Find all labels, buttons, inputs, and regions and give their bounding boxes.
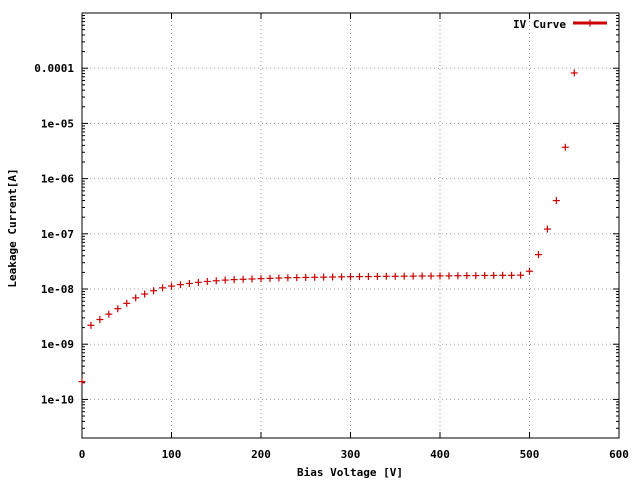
data-point xyxy=(508,271,516,279)
x-tick-label: 300 xyxy=(341,448,361,461)
data-point xyxy=(391,272,399,280)
grid-lines xyxy=(82,13,619,438)
data-point xyxy=(212,277,220,285)
data-point xyxy=(194,278,202,286)
data-point xyxy=(561,143,569,151)
data-point xyxy=(96,316,104,324)
data-point xyxy=(427,272,435,280)
data-point xyxy=(150,287,158,295)
y-axis-title: Leakage Current[A] xyxy=(6,168,19,287)
data-point xyxy=(373,272,381,280)
data-point xyxy=(329,273,337,281)
data-point xyxy=(570,69,578,77)
y-tick-label: 1e-06 xyxy=(41,173,74,186)
legend: IV Curve xyxy=(513,18,607,31)
legend-label-iv-curve: IV Curve xyxy=(513,18,566,31)
series-iv-curve xyxy=(78,69,578,386)
data-point xyxy=(266,274,274,282)
data-point xyxy=(176,281,184,289)
data-point xyxy=(230,276,238,284)
x-tick-label: 400 xyxy=(430,448,450,461)
x-tick-label: 500 xyxy=(520,448,540,461)
x-tick-label: 0 xyxy=(79,448,86,461)
data-point xyxy=(517,271,525,279)
data-point xyxy=(499,271,507,279)
data-point xyxy=(454,272,462,280)
data-point xyxy=(78,378,86,386)
data-point xyxy=(400,272,408,280)
data-point xyxy=(338,273,346,281)
data-point xyxy=(364,273,372,281)
data-point xyxy=(463,272,471,280)
x-tick-label: 600 xyxy=(609,448,629,461)
data-point xyxy=(275,274,283,282)
x-axis-title: Bias Voltage [V] xyxy=(297,466,403,479)
data-point xyxy=(87,321,95,329)
y-tick-labels: 1e-10 1e-09 1e-08 1e-07 1e-06 1e-05 0.0001 xyxy=(34,62,74,406)
data-point xyxy=(248,275,256,283)
x-tick-labels: 0 100 200 300 400 500 600 xyxy=(79,448,629,461)
x-tick-label: 100 xyxy=(162,448,182,461)
data-point xyxy=(534,251,542,259)
data-point xyxy=(203,277,211,285)
data-point xyxy=(481,271,489,279)
data-point xyxy=(472,272,480,280)
data-point xyxy=(114,305,122,313)
data-point xyxy=(311,273,319,281)
data-point xyxy=(168,282,175,290)
y-tick-label: 1e-07 xyxy=(41,228,74,241)
data-point xyxy=(221,276,229,284)
data-point xyxy=(123,299,131,307)
data-point xyxy=(490,271,498,279)
y-tick-label: 1e-05 xyxy=(41,117,74,130)
data-point xyxy=(302,273,310,281)
data-point xyxy=(293,274,301,282)
data-point xyxy=(552,197,560,205)
y-tick-label: 0.0001 xyxy=(34,62,74,75)
y-tick-label: 1e-09 xyxy=(41,338,74,351)
data-point xyxy=(132,294,140,302)
axis-ticks xyxy=(81,13,620,438)
data-point xyxy=(320,273,328,281)
data-point xyxy=(239,275,247,283)
data-point xyxy=(418,272,426,280)
data-point xyxy=(526,267,533,275)
data-point xyxy=(355,273,363,281)
data-point xyxy=(284,274,292,282)
data-point xyxy=(257,275,265,283)
data-point xyxy=(105,310,113,318)
data-point xyxy=(436,272,444,280)
data-point xyxy=(409,272,417,280)
data-point xyxy=(382,272,390,280)
data-point xyxy=(141,290,149,298)
data-point xyxy=(185,279,193,287)
data-point xyxy=(445,272,453,280)
x-tick-label: 200 xyxy=(251,448,271,461)
data-point xyxy=(159,284,167,292)
data-point xyxy=(347,273,354,281)
y-tick-label: 1e-10 xyxy=(41,393,74,406)
data-point xyxy=(543,225,551,233)
y-tick-label: 1e-08 xyxy=(41,283,74,296)
